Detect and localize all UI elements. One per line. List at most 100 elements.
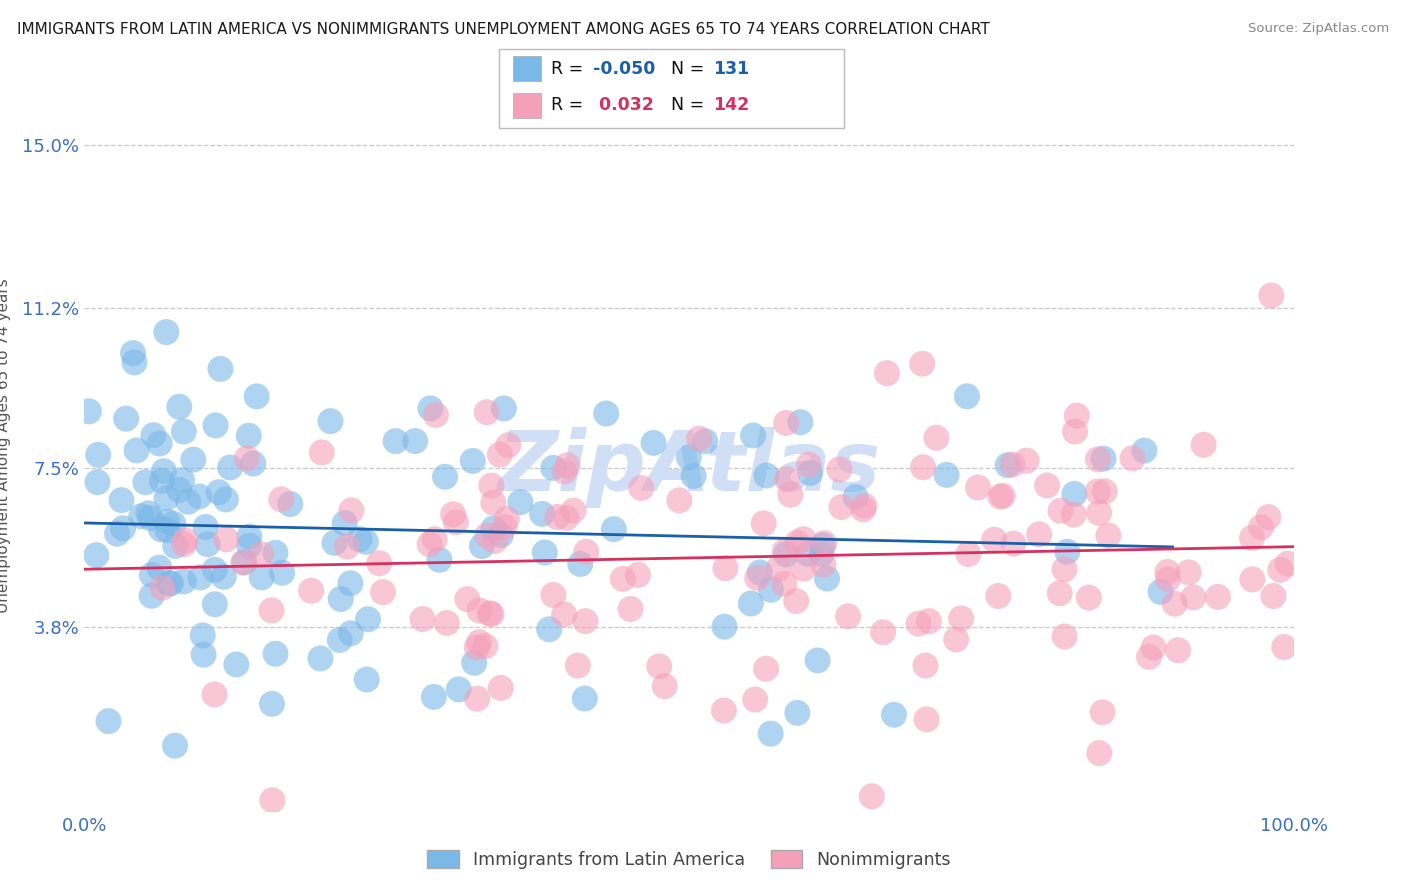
Point (157, 576, 180, 591)
Point (567, 658, 589, 673)
Point (813, 536, 835, 550)
Point (925, 431, 948, 445)
Point (1164, 597, 1187, 611)
Text: -0.050: -0.050 (593, 60, 655, 78)
Point (142, 428, 165, 442)
Text: R =: R = (551, 96, 589, 114)
Point (236, 451, 259, 466)
Point (830, 500, 852, 514)
Point (356, 673, 378, 687)
Point (957, 547, 980, 561)
Point (797, 458, 820, 472)
Point (498, 438, 520, 452)
Point (688, 432, 710, 446)
Point (742, 428, 765, 442)
Point (468, 635, 491, 649)
Point (553, 607, 575, 622)
Point (447, 682, 470, 697)
Point (1263, 589, 1285, 603)
Point (744, 692, 766, 706)
Point (950, 611, 973, 625)
Point (354, 534, 377, 549)
Point (643, 435, 665, 450)
Point (755, 662, 778, 676)
Point (262, 793, 284, 807)
Point (1149, 585, 1171, 599)
Point (1182, 591, 1205, 605)
Point (797, 547, 820, 561)
Point (149, 436, 172, 450)
Point (384, 434, 406, 449)
Point (883, 707, 905, 722)
Point (225, 657, 247, 672)
Point (153, 464, 176, 478)
Legend: Immigrants from Latin America, Nonimmigrants: Immigrants from Latin America, Nonimmigr… (420, 844, 957, 876)
Point (156, 515, 179, 529)
Point (215, 533, 238, 547)
Point (713, 704, 735, 718)
Point (319, 414, 342, 428)
Point (124, 355, 146, 369)
Point (619, 602, 641, 616)
Point (1240, 531, 1263, 545)
Point (444, 515, 467, 529)
Point (177, 494, 200, 508)
Point (562, 503, 585, 517)
Point (786, 706, 808, 720)
Point (1260, 288, 1282, 302)
Point (86, 548, 108, 562)
Point (232, 556, 254, 570)
Point (1167, 643, 1189, 657)
Point (465, 640, 488, 655)
Point (77, 404, 100, 418)
Point (785, 594, 807, 608)
Point (160, 576, 183, 591)
Point (204, 688, 226, 702)
Point (270, 492, 292, 507)
Point (105, 526, 128, 541)
Point (1137, 649, 1160, 664)
Point (339, 576, 361, 591)
Point (713, 620, 735, 634)
Point (212, 570, 235, 584)
Point (748, 566, 770, 580)
Point (789, 415, 811, 429)
Point (209, 362, 232, 376)
Point (852, 502, 875, 516)
Point (173, 574, 195, 589)
Point (461, 454, 484, 468)
Point (181, 452, 204, 467)
Point (299, 583, 322, 598)
Text: N =: N = (671, 60, 710, 78)
Point (204, 563, 226, 577)
Point (475, 405, 498, 419)
Point (935, 467, 957, 482)
Point (309, 651, 332, 665)
Point (1087, 452, 1109, 467)
Point (122, 346, 145, 360)
Point (357, 612, 380, 626)
Point (1088, 746, 1111, 760)
Point (630, 481, 652, 495)
Point (436, 615, 458, 630)
Point (1122, 451, 1144, 466)
Point (368, 556, 391, 570)
Point (773, 544, 796, 558)
Point (1270, 563, 1292, 577)
Point (747, 571, 769, 585)
Point (574, 691, 596, 706)
Point (412, 612, 434, 626)
Point (1092, 451, 1115, 466)
Text: 131: 131 (713, 60, 749, 78)
Point (546, 510, 568, 524)
Point (654, 679, 676, 693)
Point (1002, 537, 1025, 551)
Point (828, 462, 851, 476)
Point (574, 614, 596, 628)
Point (773, 577, 796, 591)
Point (479, 478, 502, 492)
Point (489, 681, 512, 695)
Point (776, 472, 799, 486)
Point (238, 539, 260, 553)
Point (174, 533, 197, 548)
